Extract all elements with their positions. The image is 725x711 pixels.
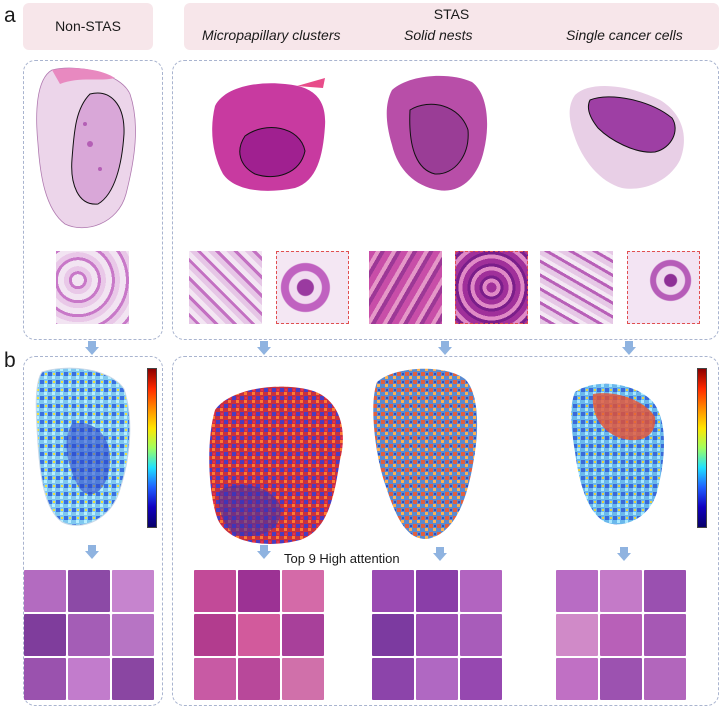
nonstas-wsi-image	[36, 67, 136, 228]
panel-b-nonstas-box	[23, 356, 163, 706]
micropapillary-wsi-image	[212, 78, 326, 191]
panel-b-label: b	[4, 349, 16, 372]
down-arrow-icon	[257, 545, 271, 559]
stas-header: STAS Micropapillary clusters Solid nests…	[184, 3, 719, 50]
solid-nests-low-mag-tile	[369, 251, 442, 324]
single-cells-low-mag-tile	[540, 251, 613, 324]
down-arrow-icon	[617, 547, 631, 561]
down-arrow-icon	[622, 341, 636, 355]
stas-title: STAS	[433, 6, 470, 22]
solid-nests-attention-heatmap	[373, 368, 478, 540]
nonstas-top9-grid	[24, 570, 154, 700]
down-arrow-icon	[433, 547, 447, 561]
colorbar-right	[697, 368, 707, 528]
micropapillary-attention-heatmap	[209, 386, 343, 544]
panel-a-nonstas-box	[23, 60, 163, 340]
down-arrow-icon	[85, 545, 99, 559]
non-stas-title: Non-STAS	[55, 18, 121, 34]
nonstas-zoom-tile	[56, 251, 129, 324]
subtype-micropapillary: Micropapillary clusters	[202, 27, 341, 43]
subtype-solid-nests: Solid nests	[404, 27, 473, 43]
micropapillary-low-mag-tile	[189, 251, 262, 324]
solid-nests-wsi-image	[386, 75, 488, 191]
panel-a-label: a	[4, 4, 16, 27]
single-cells-top9-grid	[556, 570, 686, 700]
colorbar-left	[147, 368, 157, 528]
single-cells-attention-heatmap	[571, 383, 664, 525]
panel-a-stas-box	[172, 60, 719, 340]
top9-attention-caption: Top 9 High attention	[284, 551, 400, 566]
panel-b-stas-box	[172, 356, 719, 706]
micropapillary-top9-grid	[194, 570, 324, 700]
subtype-single-cells: Single cancer cells	[566, 27, 683, 43]
single-cells-high-mag-tile	[627, 251, 700, 324]
nonstas-attention-heatmap	[35, 367, 131, 526]
down-arrow-icon	[438, 341, 452, 355]
non-stas-header: Non-STAS	[23, 3, 153, 50]
single-cells-wsi-image	[569, 85, 684, 189]
solid-nests-high-mag-tile	[455, 251, 528, 324]
solid-nests-top9-grid	[372, 570, 502, 700]
down-arrow-icon	[85, 341, 99, 355]
micropapillary-high-mag-tile	[276, 251, 349, 324]
down-arrow-icon	[257, 341, 271, 355]
